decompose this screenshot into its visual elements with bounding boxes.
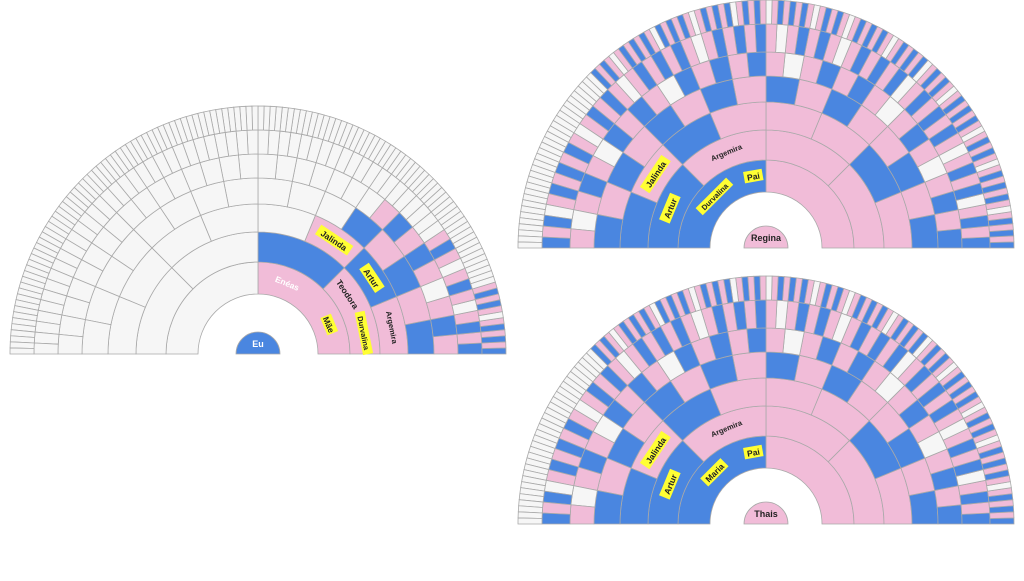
fan-cell[interactable]: [481, 347, 507, 355]
fan-cell[interactable]: [754, 299, 767, 329]
fan-cell[interactable]: [771, 275, 779, 301]
name-highlight: [639, 154, 671, 194]
fan-cell[interactable]: [569, 228, 596, 249]
fan-cell[interactable]: [765, 23, 778, 53]
fan-cell[interactable]: [765, 299, 778, 329]
fan-cell[interactable]: [746, 327, 767, 354]
fan-cell[interactable]: [251, 105, 259, 131]
center-person-label: Eu: [252, 339, 264, 349]
fan-cell[interactable]: [989, 241, 1015, 249]
fan-cell[interactable]: [593, 489, 624, 525]
name-highlight: [639, 430, 671, 470]
fan-chart-eu: EuMãeEnéasDurvalinaTeodoraArgemiraArturJ…: [9, 105, 507, 356]
fan-cell[interactable]: [569, 504, 596, 525]
fan-cell[interactable]: [765, 327, 786, 354]
name-highlight: [659, 468, 681, 500]
center-person-cell[interactable]: [743, 225, 789, 249]
fan-cell[interactable]: [33, 331, 60, 345]
fan-cell[interactable]: [765, 0, 773, 25]
person-name: Pai: [743, 444, 764, 460]
fan-cell[interactable]: [432, 333, 459, 355]
name-highlight: [314, 224, 354, 256]
fan-cell[interactable]: [765, 275, 773, 301]
fan-cell[interactable]: [246, 129, 259, 155]
fan-cell[interactable]: [257, 153, 279, 180]
fan-cell[interactable]: [765, 51, 786, 78]
fan-cell[interactable]: [257, 105, 265, 131]
name-highlight: [743, 444, 764, 460]
fan-cell[interactable]: [81, 319, 112, 355]
center-person-cell[interactable]: [743, 501, 789, 525]
fan-cell[interactable]: [57, 333, 84, 355]
name-highlight: [700, 458, 729, 487]
fan-cell[interactable]: [263, 105, 271, 131]
fan-cell[interactable]: [936, 504, 963, 525]
fan-cell[interactable]: [989, 517, 1015, 525]
fan-cell[interactable]: [746, 51, 767, 78]
fan-cell[interactable]: [765, 351, 801, 382]
name-highlight: [695, 177, 734, 216]
fan-cell[interactable]: [765, 75, 801, 106]
person-name-text: Pai: [746, 171, 760, 183]
fan-cell[interactable]: [517, 517, 543, 525]
name-highlight: [359, 262, 385, 293]
fan-cell[interactable]: [223, 177, 259, 208]
fan-cell[interactable]: [754, 23, 767, 53]
fan-cell[interactable]: [908, 489, 939, 525]
center-person-label: Regina: [751, 233, 782, 243]
fan-cell[interactable]: [257, 177, 293, 208]
fan-cell[interactable]: [961, 236, 991, 249]
person-name-text: Pai: [746, 447, 760, 459]
fan-cell[interactable]: [457, 342, 483, 355]
fan-cell[interactable]: [731, 75, 767, 106]
fan-cell[interactable]: [517, 235, 543, 243]
fan-cell[interactable]: [771, 0, 779, 25]
fan-cell[interactable]: [9, 347, 35, 355]
name-highlight: [743, 168, 764, 184]
fan-cell[interactable]: [541, 512, 571, 525]
fan-cell[interactable]: [267, 129, 281, 156]
fan-cell[interactable]: [961, 512, 991, 525]
fan-cell[interactable]: [731, 351, 767, 382]
person-name: Pai: [743, 168, 764, 184]
center-person-cell[interactable]: [235, 331, 281, 355]
name-highlight: [659, 192, 681, 224]
name-highlight: [320, 313, 339, 336]
fan-cell[interactable]: [593, 213, 624, 249]
fan-cell[interactable]: [759, 0, 767, 25]
fan-cell[interactable]: [541, 236, 571, 249]
fan-cell[interactable]: [759, 275, 767, 301]
name-highlight: [354, 310, 374, 356]
fan-cell[interactable]: [237, 153, 259, 180]
fan-cell[interactable]: [517, 511, 543, 519]
fan-cell[interactable]: [517, 241, 543, 249]
fan-cell[interactable]: [33, 342, 59, 355]
fan-cell[interactable]: [908, 213, 939, 249]
fan-cell[interactable]: [9, 341, 35, 349]
fan-cell[interactable]: [404, 319, 435, 355]
fan-cell[interactable]: [936, 228, 963, 249]
fan-cell[interactable]: [257, 129, 270, 155]
center-person-label: Thais: [754, 509, 778, 519]
